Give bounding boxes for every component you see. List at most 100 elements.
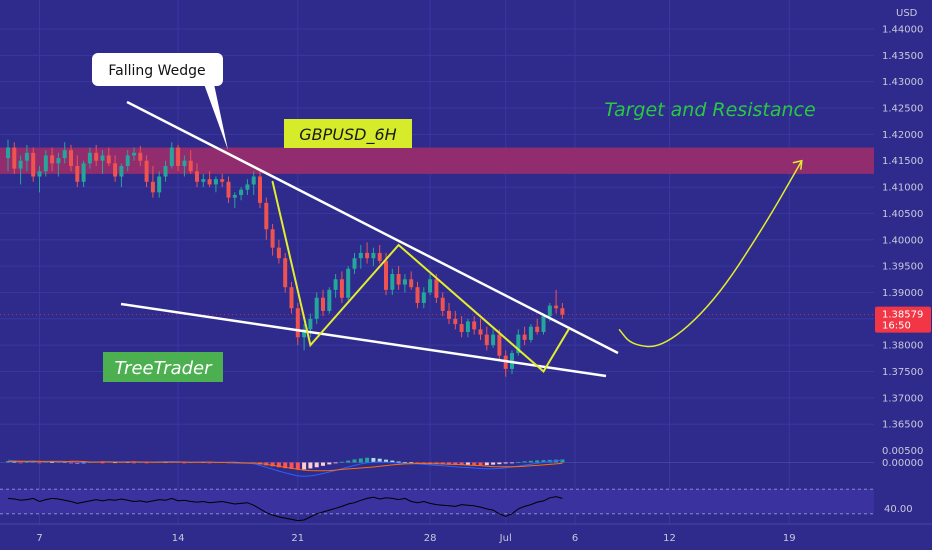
candle-body [264, 202, 269, 230]
time-tick-label: 6 [572, 533, 578, 544]
candle-body [188, 160, 193, 172]
candle-body [314, 297, 319, 319]
candle-body [421, 292, 426, 303]
target-label: Target and Resistance [604, 99, 815, 121]
candle-body [213, 179, 218, 185]
price-tick-label: 1.44000 [882, 24, 923, 35]
candle-body [24, 152, 29, 161]
candle [472, 316, 477, 335]
macd-histogram-bar [346, 460, 351, 463]
wedge-lower-line [120, 302, 607, 378]
candle [554, 289, 559, 314]
candle [484, 326, 489, 351]
candle-body [522, 334, 527, 340]
candle [81, 160, 86, 188]
candle [226, 176, 231, 203]
macd-histogram-bar [415, 462, 420, 464]
macd-histogram-bar [276, 462, 281, 468]
candle-body [132, 152, 136, 156]
time-tick-label: Jul [499, 533, 512, 544]
macd-histogram-bar [50, 462, 55, 463]
candle [409, 271, 414, 290]
time-axis[interactable]: 7 14 21 28 Jul 6 12 19 [0, 523, 932, 544]
candle-body [434, 279, 439, 298]
macd-histogram-bar [371, 457, 376, 463]
price-tick-label: 1.40000 [882, 235, 923, 246]
macd-histogram-bar [447, 462, 451, 465]
candle [163, 160, 168, 182]
time-tick-label: 12 [663, 533, 676, 544]
macd-histogram-bar [516, 462, 521, 463]
annotations-layer: Falling Wedge GBPUSD_6H Target and Resista… [92, 53, 816, 382]
price-tick-label: 1.43000 [882, 77, 923, 88]
candle-body [81, 163, 86, 182]
candle [239, 187, 244, 201]
time-tick-label: 19 [783, 533, 796, 544]
candle-body [276, 247, 281, 259]
candle [333, 274, 338, 298]
candle [132, 147, 136, 161]
macd-histogram-bar [365, 457, 370, 463]
candle-body [497, 334, 502, 356]
price-axis[interactable]: 1.44000 1.43500 1.43000 1.42500 1.42000 1.415… [874, 0, 932, 550]
candle-body [176, 147, 181, 166]
candle [541, 313, 546, 335]
candle-body [163, 165, 168, 177]
macd-histogram-bar [491, 462, 496, 465]
candle-body [138, 152, 143, 161]
price-tick-label: 1.39500 [882, 262, 923, 273]
macd-histogram-bar [289, 462, 294, 469]
candle-body [415, 287, 420, 303]
symbol-label: GBPUSD_6H [299, 125, 396, 145]
candle [150, 165, 155, 198]
macd-histogram-bar [497, 462, 502, 465]
macd-tick-label: 0.00000 [882, 458, 923, 469]
candle-body [491, 334, 496, 346]
macd-histogram-bar [465, 462, 470, 465]
candle [491, 329, 496, 348]
candle-body [87, 152, 92, 164]
candle [100, 150, 105, 174]
candle-body [50, 155, 55, 164]
last-price-countdown: 16:50 [882, 321, 911, 332]
candle [365, 242, 370, 264]
candle [447, 302, 451, 325]
candle-body [346, 268, 351, 298]
candle-body [37, 171, 42, 177]
candles-layer [6, 139, 565, 377]
candle-body [251, 176, 256, 185]
macd-histogram-bar [302, 462, 307, 470]
candle-body [358, 252, 363, 259]
macd-histogram-bar [12, 461, 17, 463]
candle [402, 274, 407, 293]
candle-body [384, 260, 388, 290]
candle-body [390, 274, 395, 290]
candle [377, 245, 382, 264]
candle-body [365, 252, 370, 259]
candle-body [295, 308, 300, 338]
candle-body [560, 308, 565, 315]
time-tick-label: 21 [291, 533, 304, 544]
candle [270, 223, 275, 256]
candle-body [18, 160, 23, 169]
candle [157, 171, 162, 198]
macd-histogram-bar [377, 458, 382, 463]
candle-body [106, 155, 111, 164]
wedge-label: Falling Wedge [108, 63, 205, 79]
candle-body [94, 152, 99, 161]
candle-body [31, 152, 36, 177]
candle-body [321, 297, 325, 311]
brand-box [103, 352, 223, 382]
candle [421, 287, 426, 309]
macd-histogram-bar [37, 462, 42, 464]
candle [31, 147, 36, 182]
candle-body [352, 258, 357, 269]
candle-body [226, 181, 231, 198]
macd-histogram-bar [428, 462, 433, 464]
rsi-line [7, 496, 563, 522]
wedge-callout-pointer [204, 84, 228, 150]
candle [321, 289, 325, 317]
candle [106, 147, 111, 166]
macd-histogram-bar [321, 462, 325, 466]
